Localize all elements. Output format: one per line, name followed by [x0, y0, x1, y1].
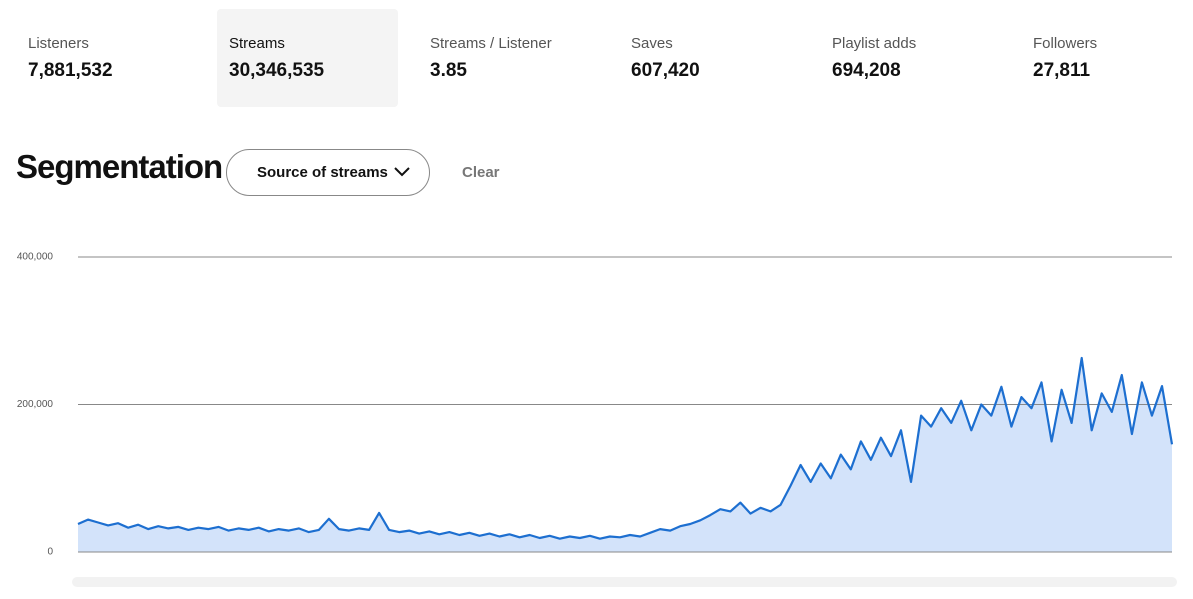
- y-tick-label: 400,000: [17, 252, 54, 263]
- stat-label: Saves: [631, 35, 673, 52]
- area: [78, 358, 1172, 552]
- section-title: Segmentation: [16, 148, 223, 185]
- stat-value: 694,208: [832, 60, 901, 81]
- clear-button[interactable]: Clear: [462, 164, 500, 181]
- line: [77, 356, 1174, 540]
- dropdown[interactable]: Source of streams: [226, 149, 430, 196]
- stat-card[interactable]: Streams 30,346,535: [217, 9, 398, 107]
- stat-card[interactable]: Playlist adds 694,208: [820, 9, 1001, 107]
- stat-card[interactable]: Listeners 7,881,532: [16, 9, 197, 107]
- stat-value: 607,420: [631, 60, 700, 81]
- stat-label: Streams / Listener: [430, 35, 552, 52]
- y-tick-label: 200,000: [17, 399, 54, 410]
- stat-label: Playlist adds: [832, 35, 917, 52]
- stat-value: 27,811: [1033, 60, 1091, 81]
- stat-label: Listeners: [28, 35, 89, 52]
- stat-card[interactable]: Streams / Listener 3.85: [418, 9, 599, 107]
- y-tick-label: 0: [47, 547, 53, 558]
- stat-card[interactable]: Followers 27,811: [1021, 9, 1193, 107]
- stat-card[interactable]: Saves 607,420: [619, 9, 800, 107]
- stat-value: 30,346,535: [229, 60, 325, 81]
- scrollbar[interactable]: [72, 577, 1177, 587]
- chart: 0 200,000 400,000: [17, 252, 1174, 558]
- stat-value: 7,881,532: [28, 60, 113, 81]
- dropdown-label: Source of streams: [257, 164, 388, 181]
- stat-value: 3.85: [430, 60, 467, 81]
- stat-label: Followers: [1033, 35, 1098, 52]
- chevron-icon: [394, 167, 410, 177]
- stat-label: Streams: [229, 35, 285, 52]
